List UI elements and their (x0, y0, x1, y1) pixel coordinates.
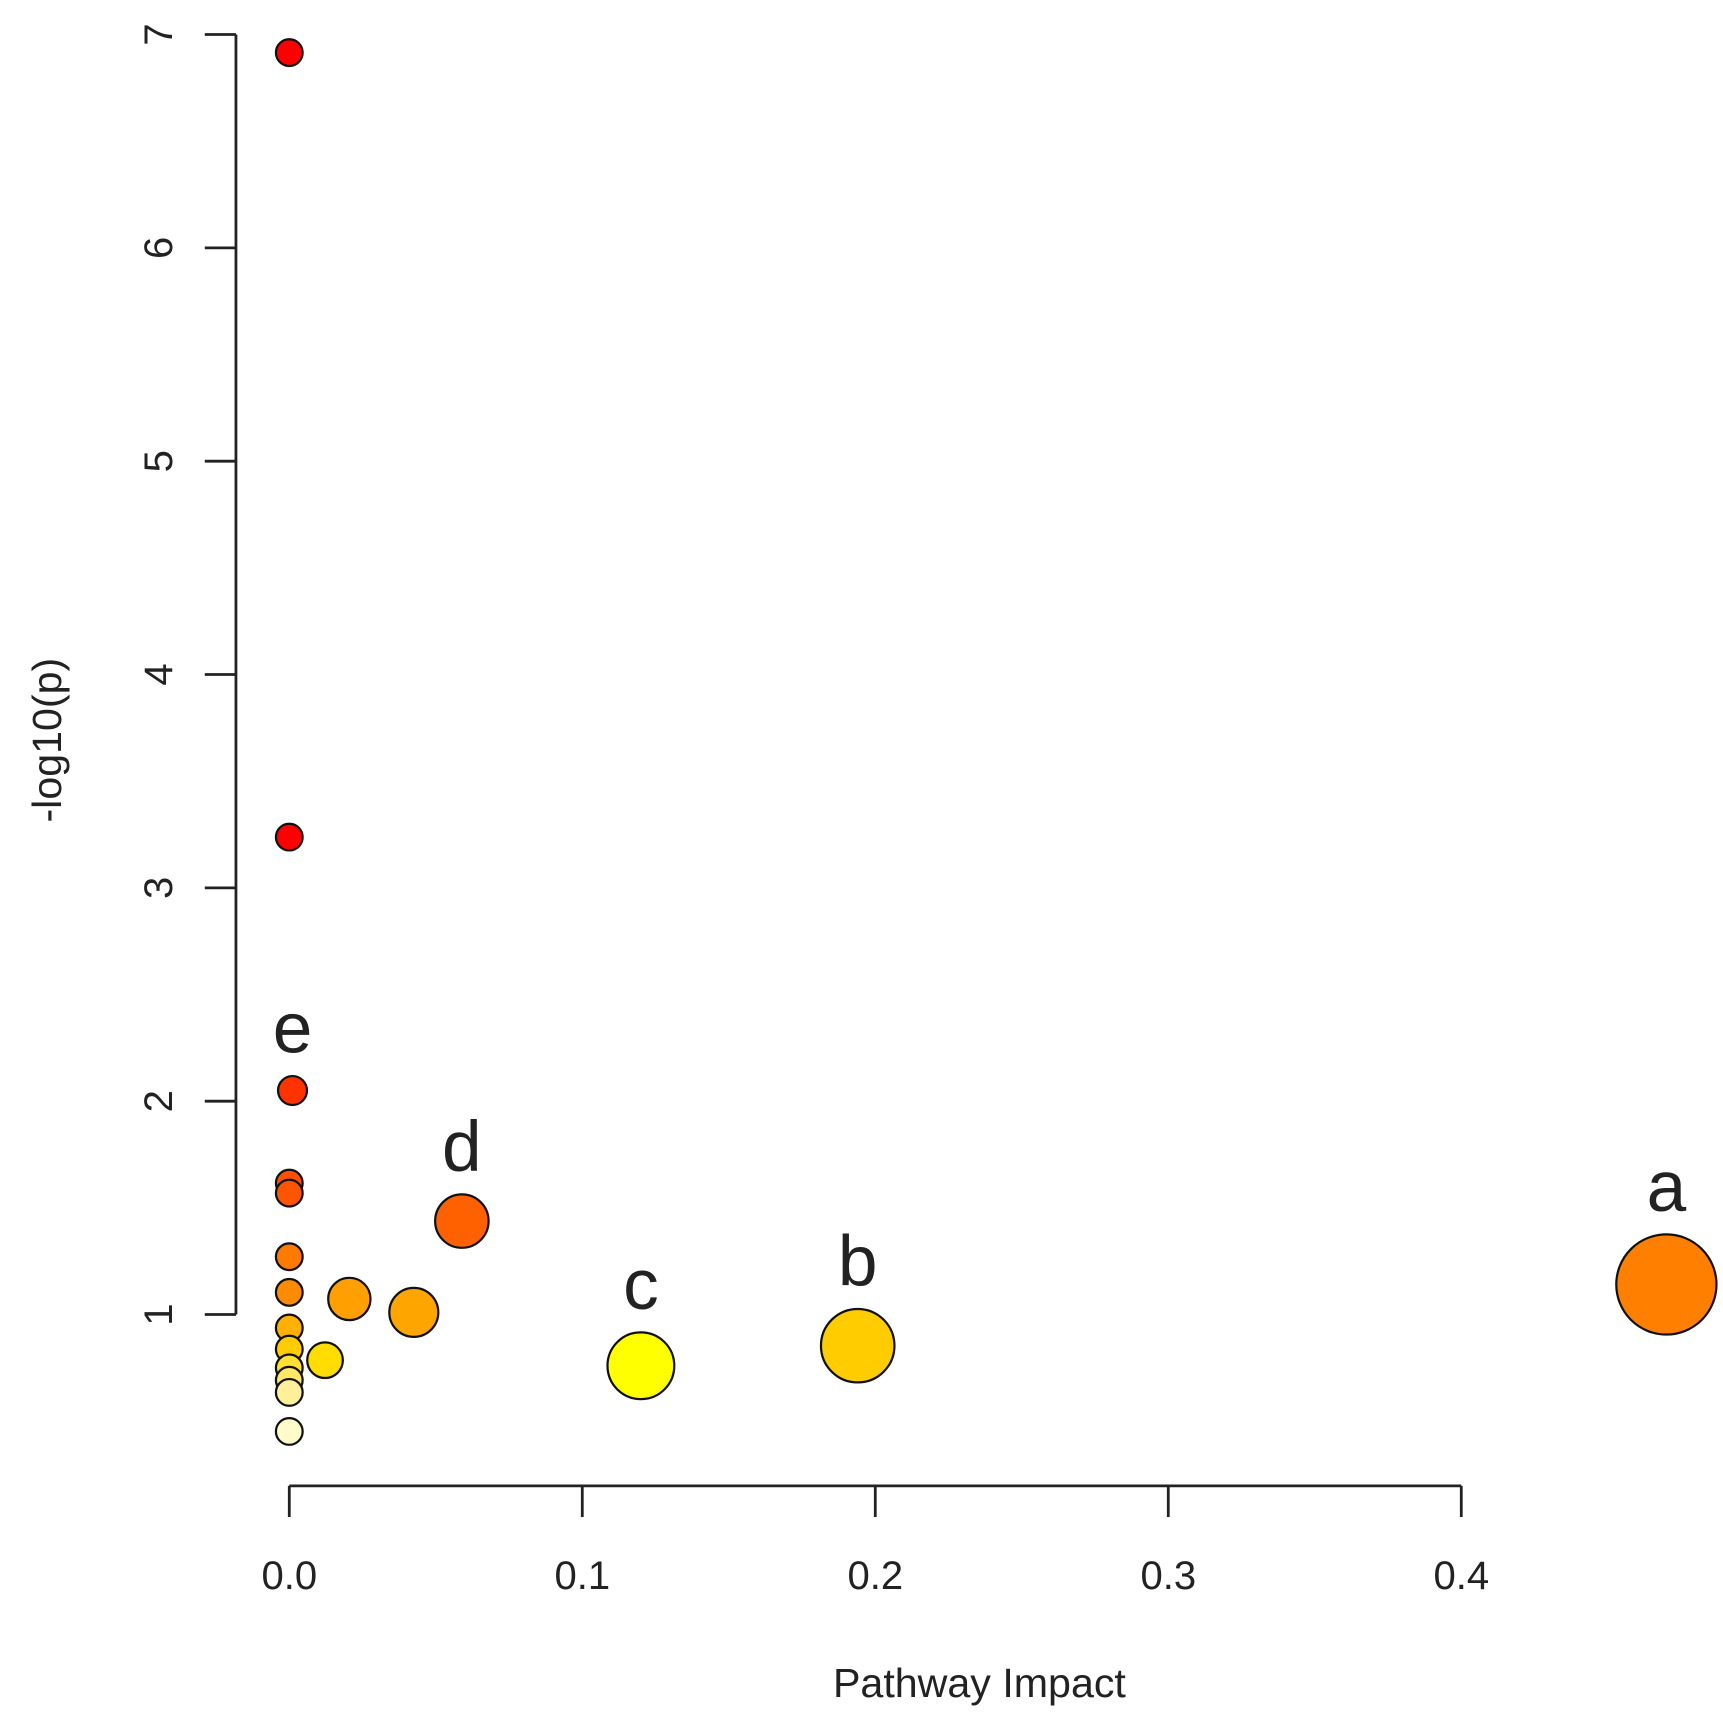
x-tick-label: 0.4 (1433, 1554, 1489, 1598)
x-axis-title: Pathway Impact (833, 1660, 1126, 1706)
plot: Pathway Impact -log10(p) 1 2 3 4 5 6 7 0.0 0.1 0.… (24, 23, 1718, 1706)
y-tick-label: 1 (137, 1303, 181, 1325)
y-tick-label: 6 (137, 237, 181, 259)
bubble (606, 1331, 676, 1401)
bubble (306, 1341, 344, 1380)
y-tick-label: 7 (137, 23, 181, 45)
y-tick-label: 2 (137, 1090, 181, 1112)
point-label: a (1647, 1148, 1687, 1227)
point-label: c (623, 1246, 659, 1325)
bubble (388, 1286, 440, 1339)
x-tick-label: 0.2 (847, 1554, 903, 1598)
x-tick-label: 0.3 (1140, 1554, 1196, 1598)
bubble (274, 1178, 304, 1208)
bubble (276, 1074, 309, 1107)
bubble (274, 1242, 304, 1272)
y-axis-title: -log10(p) (24, 658, 70, 823)
x-tick-label: 0.1 (554, 1554, 610, 1598)
y-tick-label: 5 (137, 450, 181, 472)
bubble (327, 1276, 372, 1322)
y-tick-label: 4 (137, 663, 181, 685)
bubble (274, 38, 304, 68)
bubble (434, 1193, 490, 1249)
point-label: d (442, 1108, 482, 1187)
point-label: b (838, 1222, 878, 1301)
point-label: e (273, 990, 313, 1069)
bubble (274, 1277, 304, 1307)
bubble (1615, 1233, 1718, 1336)
bubble (274, 822, 304, 852)
y-tick-label: 3 (137, 877, 181, 899)
bubble (274, 1416, 304, 1446)
bubble (819, 1307, 896, 1384)
bubble (274, 1377, 304, 1407)
x-tick-label: 0.0 (261, 1554, 317, 1598)
